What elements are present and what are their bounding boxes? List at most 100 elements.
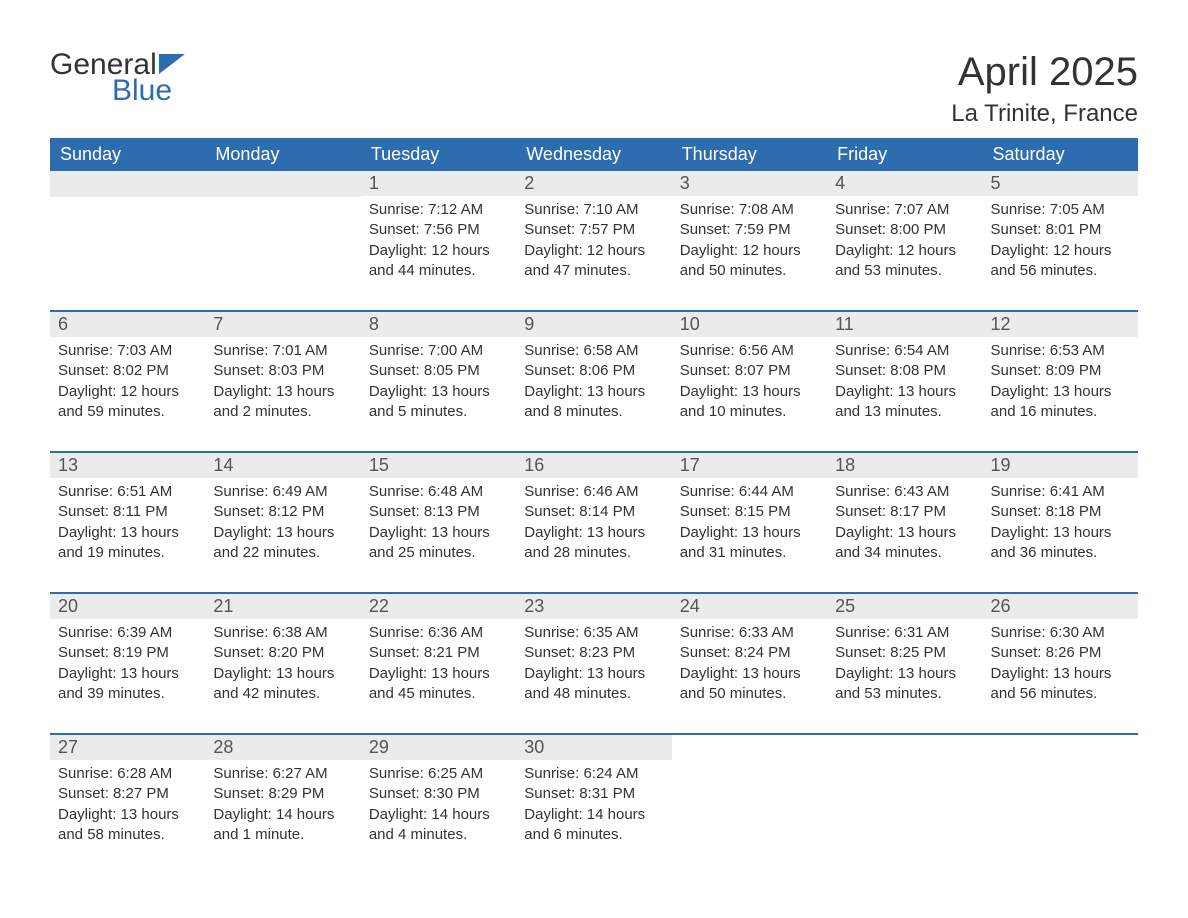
calendar-day: 28Sunrise: 6:27 AMSunset: 8:29 PMDayligh… <box>205 735 360 875</box>
daylight-text-1: Daylight: 13 hours <box>835 664 974 684</box>
day-number: 22 <box>361 594 516 619</box>
sunset-text: Sunset: 8:30 PM <box>369 784 508 804</box>
weekday-header-row: Sunday Monday Tuesday Wednesday Thursday… <box>50 138 1138 171</box>
daylight-text-1: Daylight: 13 hours <box>991 382 1130 402</box>
daylight-text-1: Daylight: 13 hours <box>680 382 819 402</box>
day-details: Sunrise: 6:46 AMSunset: 8:14 PMDaylight:… <box>516 478 671 571</box>
sunrise-text: Sunrise: 6:56 AM <box>680 341 819 361</box>
sunset-text: Sunset: 8:18 PM <box>991 502 1130 522</box>
daylight-text-2: and 8 minutes. <box>524 402 663 422</box>
sunrise-text: Sunrise: 6:49 AM <box>213 482 352 502</box>
calendar-week: 13Sunrise: 6:51 AMSunset: 8:11 PMDayligh… <box>50 453 1138 593</box>
sunset-text: Sunset: 8:07 PM <box>680 361 819 381</box>
calendar-week: 1Sunrise: 7:12 AMSunset: 7:56 PMDaylight… <box>50 171 1138 311</box>
sunset-text: Sunset: 8:12 PM <box>213 502 352 522</box>
daylight-text-1: Daylight: 13 hours <box>213 664 352 684</box>
daylight-text-1: Daylight: 12 hours <box>680 241 819 261</box>
daylight-text-1: Daylight: 13 hours <box>58 805 197 825</box>
daylight-text-1: Daylight: 12 hours <box>991 241 1130 261</box>
daylight-text-2: and 19 minutes. <box>58 543 197 563</box>
daylight-text-2: and 45 minutes. <box>369 684 508 704</box>
calendar-day: 17Sunrise: 6:44 AMSunset: 8:15 PMDayligh… <box>672 453 827 593</box>
day-details: Sunrise: 6:30 AMSunset: 8:26 PMDaylight:… <box>983 619 1138 712</box>
day-details: Sunrise: 7:08 AMSunset: 7:59 PMDaylight:… <box>672 196 827 289</box>
day-details: Sunrise: 6:41 AMSunset: 8:18 PMDaylight:… <box>983 478 1138 571</box>
daylight-text-1: Daylight: 12 hours <box>369 241 508 261</box>
sunrise-text: Sunrise: 6:28 AM <box>58 764 197 784</box>
sunset-text: Sunset: 8:06 PM <box>524 361 663 381</box>
day-details: Sunrise: 7:01 AMSunset: 8:03 PMDaylight:… <box>205 337 360 430</box>
daylight-text-2: and 16 minutes. <box>991 402 1130 422</box>
weekday-header: Wednesday <box>516 138 671 171</box>
daylight-text-2: and 53 minutes. <box>835 261 974 281</box>
sunrise-text: Sunrise: 7:12 AM <box>369 200 508 220</box>
calendar-day: 18Sunrise: 6:43 AMSunset: 8:17 PMDayligh… <box>827 453 982 593</box>
day-details: Sunrise: 7:00 AMSunset: 8:05 PMDaylight:… <box>361 337 516 430</box>
daylight-text-2: and 44 minutes. <box>369 261 508 281</box>
daylight-text-1: Daylight: 13 hours <box>58 664 197 684</box>
sunrise-text: Sunrise: 6:30 AM <box>991 623 1130 643</box>
sunset-text: Sunset: 8:00 PM <box>835 220 974 240</box>
day-number: 11 <box>827 312 982 337</box>
daylight-text-1: Daylight: 13 hours <box>835 382 974 402</box>
day-number: 16 <box>516 453 671 478</box>
daylight-text-2: and 47 minutes. <box>524 261 663 281</box>
daylight-text-1: Daylight: 13 hours <box>680 664 819 684</box>
day-details: Sunrise: 6:27 AMSunset: 8:29 PMDaylight:… <box>205 760 360 853</box>
calendar-day: 29Sunrise: 6:25 AMSunset: 8:30 PMDayligh… <box>361 735 516 875</box>
day-details: Sunrise: 6:33 AMSunset: 8:24 PMDaylight:… <box>672 619 827 712</box>
day-number: 12 <box>983 312 1138 337</box>
daylight-text-1: Daylight: 13 hours <box>524 382 663 402</box>
sunrise-text: Sunrise: 6:25 AM <box>369 764 508 784</box>
calendar-week: 6Sunrise: 7:03 AMSunset: 8:02 PMDaylight… <box>50 312 1138 452</box>
day-details: Sunrise: 6:58 AMSunset: 8:06 PMDaylight:… <box>516 337 671 430</box>
sunrise-text: Sunrise: 7:01 AM <box>213 341 352 361</box>
sunrise-text: Sunrise: 6:33 AM <box>680 623 819 643</box>
day-number: 17 <box>672 453 827 478</box>
day-details: Sunrise: 6:39 AMSunset: 8:19 PMDaylight:… <box>50 619 205 712</box>
calendar-day: 7Sunrise: 7:01 AMSunset: 8:03 PMDaylight… <box>205 312 360 452</box>
sunset-text: Sunset: 8:05 PM <box>369 361 508 381</box>
day-details: Sunrise: 6:31 AMSunset: 8:25 PMDaylight:… <box>827 619 982 712</box>
daylight-text-2: and 25 minutes. <box>369 543 508 563</box>
sunrise-text: Sunrise: 6:27 AM <box>213 764 352 784</box>
daylight-text-2: and 48 minutes. <box>524 684 663 704</box>
weekday-header: Saturday <box>983 138 1138 171</box>
sunset-text: Sunset: 8:11 PM <box>58 502 197 522</box>
sunset-text: Sunset: 7:59 PM <box>680 220 819 240</box>
daylight-text-2: and 56 minutes. <box>991 684 1130 704</box>
sunrise-text: Sunrise: 6:35 AM <box>524 623 663 643</box>
day-number: 26 <box>983 594 1138 619</box>
weekday-header: Sunday <box>50 138 205 171</box>
sunrise-text: Sunrise: 6:38 AM <box>213 623 352 643</box>
daylight-text-2: and 13 minutes. <box>835 402 974 422</box>
daylight-text-2: and 56 minutes. <box>991 261 1130 281</box>
day-details: Sunrise: 6:44 AMSunset: 8:15 PMDaylight:… <box>672 478 827 571</box>
sunrise-text: Sunrise: 7:00 AM <box>369 341 508 361</box>
day-number: 27 <box>50 735 205 760</box>
weekday-header: Thursday <box>672 138 827 171</box>
calendar-day: 19Sunrise: 6:41 AMSunset: 8:18 PMDayligh… <box>983 453 1138 593</box>
sunrise-text: Sunrise: 6:53 AM <box>991 341 1130 361</box>
day-number: 10 <box>672 312 827 337</box>
daylight-text-1: Daylight: 14 hours <box>524 805 663 825</box>
daylight-text-1: Daylight: 12 hours <box>835 241 974 261</box>
calendar-day: 3Sunrise: 7:08 AMSunset: 7:59 PMDaylight… <box>672 171 827 311</box>
sunset-text: Sunset: 8:09 PM <box>991 361 1130 381</box>
day-number: 25 <box>827 594 982 619</box>
day-details: Sunrise: 7:05 AMSunset: 8:01 PMDaylight:… <box>983 196 1138 289</box>
sunset-text: Sunset: 8:02 PM <box>58 361 197 381</box>
calendar-day: 26Sunrise: 6:30 AMSunset: 8:26 PMDayligh… <box>983 594 1138 734</box>
daylight-text-2: and 58 minutes. <box>58 825 197 845</box>
day-details: Sunrise: 6:51 AMSunset: 8:11 PMDaylight:… <box>50 478 205 571</box>
daylight-text-2: and 42 minutes. <box>213 684 352 704</box>
sunset-text: Sunset: 8:25 PM <box>835 643 974 663</box>
daylight-text-1: Daylight: 13 hours <box>991 523 1130 543</box>
day-number: 28 <box>205 735 360 760</box>
calendar-day <box>50 171 205 311</box>
sunset-text: Sunset: 7:56 PM <box>369 220 508 240</box>
sunset-text: Sunset: 8:26 PM <box>991 643 1130 663</box>
calendar-day <box>983 735 1138 875</box>
daylight-text-2: and 50 minutes. <box>680 261 819 281</box>
day-number: 19 <box>983 453 1138 478</box>
